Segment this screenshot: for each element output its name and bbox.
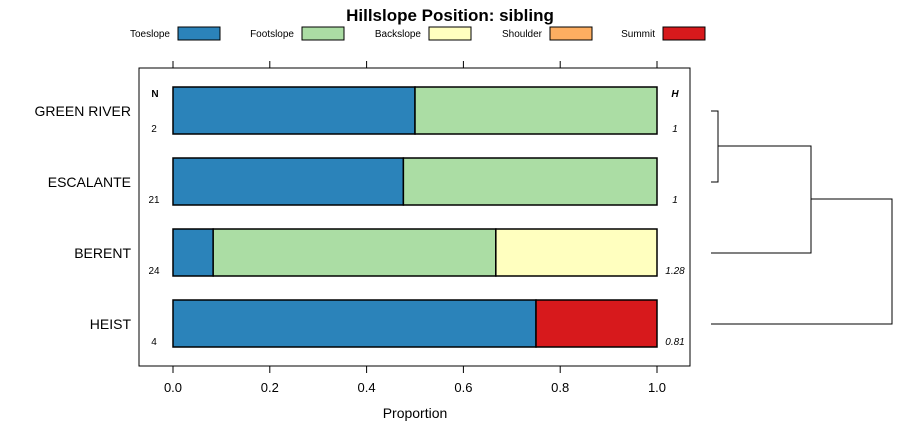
x-axis: 0.0 0.2 0.4 0.6 0.8 1.0 [164,61,666,395]
legend-label-footslope: Footslope [250,29,294,40]
legend-swatch-footslope [301,26,345,41]
bars [172,86,658,348]
row-label-escalante: ESCALANTE [48,174,131,190]
x-tick-label-1: 0.2 [261,380,279,395]
bar-berent-backslope [495,228,658,277]
legend-swatch-shoulder [549,26,593,41]
h-header: H [671,89,679,100]
dendro-branch-1 [711,110,719,183]
n-header: N [151,89,158,100]
legend-swatch-backslope [428,26,472,41]
x-tick-label-4: 0.8 [551,380,569,395]
x-tick-label-3: 0.6 [454,380,472,395]
x-tick-label-5: 1.0 [648,380,666,395]
plot-frame [138,67,691,367]
h-value-escalante: 1 [672,195,678,206]
bar-escalante-footslope [402,157,658,206]
legend-label-shoulder: Shoulder [502,29,543,40]
legend-label-summit: Summit [621,29,655,40]
n-value-escalante: 21 [148,195,160,206]
row-label-berent: BERENT [74,245,131,261]
bar-heist-summit [535,299,658,348]
legend-swatch-summit [662,26,706,41]
row-label-green-river: GREEN RIVER [35,103,131,119]
legend-swatch-toeslope [177,26,221,41]
chart-title: Hillslope Position: sibling [346,6,554,25]
dendrogram [711,110,893,325]
n-value-heist: 4 [151,337,157,348]
legend-label-toeslope: Toeslope [130,29,170,40]
bar-escalante-toeslope [172,157,405,206]
h-value-heist: 0.81 [665,337,684,348]
x-axis-title: Proportion [383,405,448,421]
h-value-green-river: 1 [672,124,678,135]
x-tick-label-2: 0.4 [358,380,376,395]
x-tick-label-0: 0.0 [164,380,182,395]
row-label-heist: HEIST [90,316,132,332]
dendro-branch-2 [711,145,812,254]
h-value-berent: 1.28 [665,266,685,277]
bar-green-river-toeslope [172,86,416,135]
bar-heist-toeslope [172,299,537,348]
dendro-branch-3 [711,198,893,325]
bar-green-river-footslope [414,86,658,135]
n-value-green-river: 2 [151,124,157,135]
bar-berent-toeslope [172,228,214,277]
legend-label-backslope: Backslope [375,29,422,40]
bar-berent-footslope [212,228,497,277]
n-value-berent: 24 [148,266,160,277]
legend: Toeslope Footslope Backslope Shoulder Summit [130,26,706,41]
